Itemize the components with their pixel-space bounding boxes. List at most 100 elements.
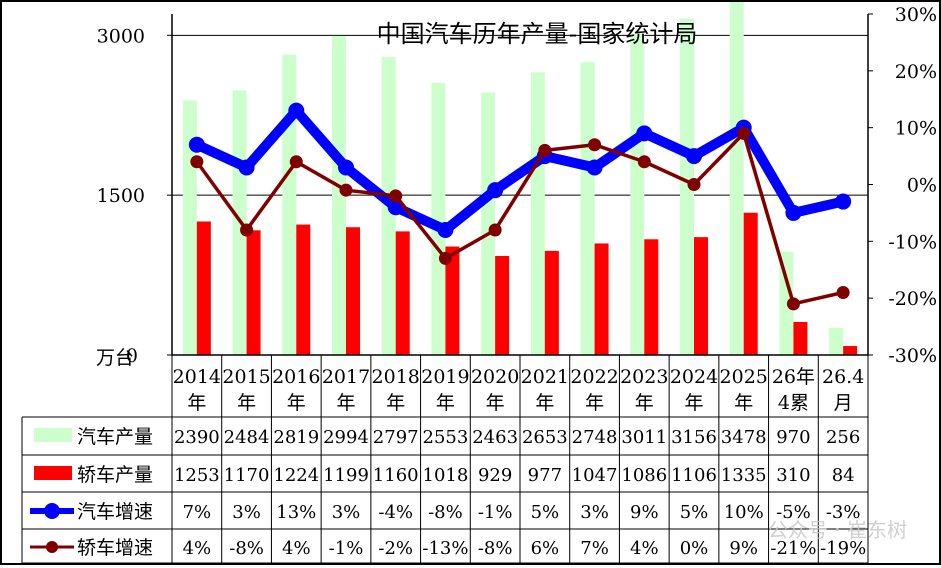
chart-title: 中国汽车历年产量-国家统计局: [377, 20, 698, 48]
right-tick-label: 30%: [895, 4, 937, 26]
legend-marker: [44, 503, 60, 519]
right-tick-label: -20%: [888, 288, 937, 310]
x-tick-label: 年: [486, 392, 505, 414]
point-sedan-growth: [836, 285, 850, 299]
x-tick-label: 4累: [778, 392, 809, 414]
x-tick-label: 2025: [720, 366, 768, 388]
point-car-growth: [487, 182, 504, 199]
table-cell-value: -1%: [478, 502, 513, 523]
x-tick-label: 年: [336, 392, 355, 414]
x-tick-label: 年: [635, 392, 654, 414]
table-cell-value: -19%: [820, 538, 866, 559]
table-cell-value: 3011: [621, 427, 667, 448]
table-cell-value: 256: [826, 427, 860, 448]
table-cell-value: 2463: [472, 427, 518, 448]
bar-car-production: [680, 18, 694, 355]
table-cell-value: 977: [528, 465, 562, 486]
table-cell-value: 7%: [580, 538, 609, 559]
table-cell-value: 4%: [630, 538, 659, 559]
point-car-growth: [586, 159, 603, 176]
x-tick-label: 2020: [471, 366, 519, 388]
legend-label: 轿车增速: [77, 537, 153, 559]
bar-car-production: [829, 327, 844, 355]
point-sedan-growth: [637, 155, 651, 169]
point-sedan-growth: [588, 138, 602, 152]
bar-car-production: [729, 0, 744, 356]
left-tick-label: 1500: [97, 185, 145, 207]
table-cell-value: 9%: [729, 538, 758, 559]
point-sedan-growth: [438, 251, 452, 265]
table-cell-value: 3%: [332, 502, 361, 523]
table-cell-value: 0%: [680, 538, 709, 559]
bar-car-production: [580, 62, 595, 355]
point-car-growth: [338, 159, 354, 176]
x-tick-label: 2019: [421, 366, 469, 388]
table-cell-value: 1018: [423, 465, 469, 486]
table-cell-value: 2994: [323, 427, 369, 448]
bar-sedan-production: [694, 237, 708, 355]
bar-sedan-production: [495, 256, 510, 355]
bar-sedan-production: [395, 231, 410, 355]
table-cell-value: 929: [478, 465, 512, 486]
legend-swatch: [34, 466, 72, 480]
legend-swatch: [34, 428, 72, 442]
table-cell-value: 1160: [373, 465, 419, 486]
x-tick-label: 年: [535, 392, 554, 414]
table-cell-value: -8%: [478, 538, 513, 559]
x-tick-label: 2017: [322, 366, 370, 388]
table-cell-value: 13%: [276, 502, 316, 523]
point-car-growth: [835, 193, 852, 210]
point-car-growth: [785, 204, 802, 221]
watermark: 公众号 · 崔东树: [768, 518, 907, 542]
point-sedan-growth: [687, 178, 701, 191]
point-car-growth: [636, 125, 653, 142]
x-tick-label: 年: [287, 392, 306, 414]
point-sedan-growth: [737, 126, 751, 140]
table-cell-value: 2390: [174, 427, 220, 448]
point-car-growth: [238, 159, 255, 176]
bar-sedan-production: [644, 239, 659, 355]
table-cell-value: 1170: [224, 465, 270, 486]
x-tick-label: 26.4: [822, 366, 864, 388]
table-cell-value: 310: [776, 465, 810, 486]
bar-sedan-production: [544, 250, 559, 355]
bar-car-production: [282, 54, 297, 355]
x-tick-label: 2022: [570, 366, 618, 388]
legend-label: 汽车增速: [77, 501, 153, 523]
x-tick-label: 26年: [772, 366, 815, 388]
x-tick-label: 年: [585, 392, 604, 414]
line-sedan-growth: [195, 131, 844, 306]
bar-car-production: [779, 251, 794, 355]
point-sedan-growth: [786, 297, 800, 311]
table-cell-value: 1047: [572, 465, 618, 486]
point-sedan-growth: [339, 183, 353, 197]
x-tick-label: 年: [684, 392, 703, 414]
table-cell-value: 4%: [183, 538, 212, 559]
x-tick-label: 年: [187, 392, 206, 414]
x-tick-label: 2021: [521, 366, 569, 388]
bar-sedan-production: [246, 230, 261, 355]
bar-sedan-production: [445, 246, 460, 355]
x-tick-label: 2014: [173, 366, 221, 388]
table-cell-value: 5%: [531, 502, 560, 523]
bar-car-production: [431, 82, 446, 356]
bar-sedan-production: [843, 346, 858, 355]
left-axis-unit: 万台: [96, 347, 134, 369]
table-cell-value: 84: [832, 465, 855, 486]
bar-car-production: [530, 72, 545, 356]
right-tick-label: 10%: [895, 118, 937, 140]
point-car-growth: [437, 221, 454, 238]
bar-sedan-production: [743, 212, 758, 355]
table-cell-value: 3156: [671, 427, 717, 448]
table-cell-value: -4%: [378, 502, 413, 523]
table-cell-value: 1335: [721, 465, 767, 486]
point-sedan-growth: [289, 155, 303, 169]
table-cell-value: 9%: [630, 502, 659, 523]
bar-sedan-production: [196, 221, 211, 355]
table-cell-value: 4%: [282, 538, 311, 559]
x-tick-label: 2016: [272, 366, 320, 388]
legend-label: 汽车产量: [77, 426, 153, 448]
right-tick-label: 20%: [895, 61, 937, 83]
table-cell-value: 2484: [224, 427, 270, 448]
